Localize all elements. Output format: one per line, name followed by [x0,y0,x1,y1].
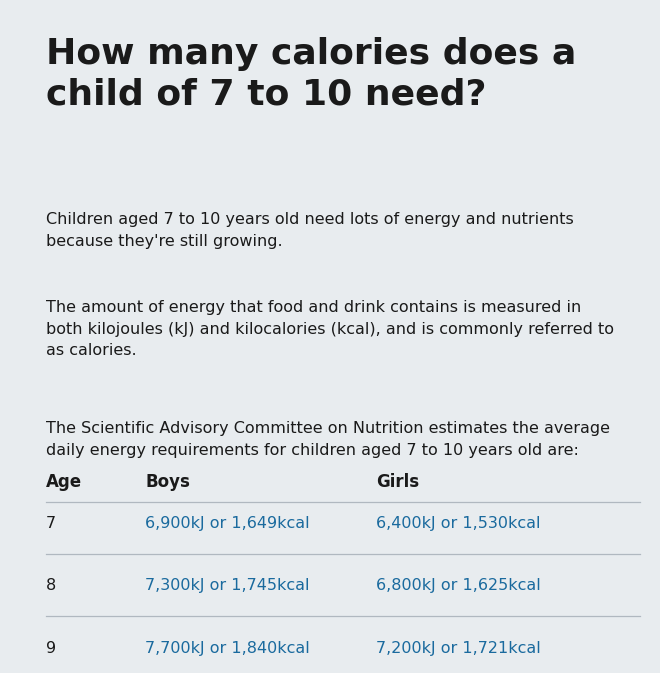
Text: 7,200kJ or 1,721kcal: 7,200kJ or 1,721kcal [376,641,541,656]
Text: Children aged 7 to 10 years old need lots of energy and nutrients
because they'r: Children aged 7 to 10 years old need lot… [46,212,574,248]
Text: The amount of energy that food and drink contains is measured in
both kilojoules: The amount of energy that food and drink… [46,300,614,358]
Text: 7: 7 [46,516,56,530]
Text: How many calories does a
child of 7 to 10 need?: How many calories does a child of 7 to 1… [46,37,577,112]
Text: 8: 8 [46,578,57,593]
Text: Age: Age [46,473,82,491]
Text: Girls: Girls [376,473,419,491]
Text: 6,900kJ or 1,649kcal: 6,900kJ or 1,649kcal [145,516,310,530]
Text: 9: 9 [46,641,56,656]
Text: 6,800kJ or 1,625kcal: 6,800kJ or 1,625kcal [376,578,541,593]
Text: 7,300kJ or 1,745kcal: 7,300kJ or 1,745kcal [145,578,310,593]
Text: 6,400kJ or 1,530kcal: 6,400kJ or 1,530kcal [376,516,541,530]
Text: The Scientific Advisory Committee on Nutrition estimates the average
daily energ: The Scientific Advisory Committee on Nut… [46,421,610,458]
Text: 7,700kJ or 1,840kcal: 7,700kJ or 1,840kcal [145,641,310,656]
Text: Boys: Boys [145,473,190,491]
